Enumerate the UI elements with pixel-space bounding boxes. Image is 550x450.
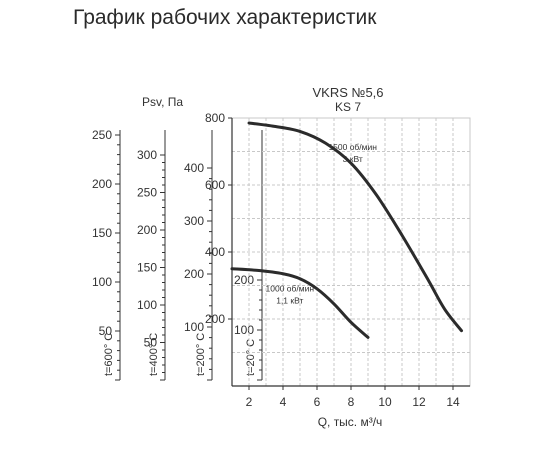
pressure-scale-label: t=600° C — [103, 333, 115, 376]
pressure-scale-tick-label: 300 — [184, 214, 204, 228]
pressure-scale-tick-label: 100 — [137, 298, 157, 312]
series-label-1: 1500 об/мин — [328, 142, 377, 152]
pressure-scale-tick-label: 200 — [92, 177, 112, 191]
y-tick-label: 200 — [205, 312, 225, 326]
pressure-scale-tick-label: 100 — [92, 275, 112, 289]
pressure-scale-tick-label: 200 — [234, 273, 254, 287]
x-tick-label: 4 — [280, 395, 287, 409]
pressure-scale-tick-label: 50 — [99, 324, 113, 338]
pressure-scale-label: t=200° C — [195, 333, 207, 376]
series-label-1: 3 кВт — [343, 154, 363, 164]
pressure-scale-tick-label: 100 — [184, 320, 204, 334]
pressure-scale-tick-label: 150 — [92, 226, 112, 240]
pressure-scale-tick-label: 400 — [184, 161, 204, 175]
pressure-scale-label: t=400° C — [148, 333, 160, 376]
pressure-scale-tick-label: 200 — [137, 223, 157, 237]
series-line-1 — [247, 121, 463, 333]
curves: 1500 об/мин 3 кВт 1000 об/мин 1,1 кВт — [230, 121, 463, 339]
series-label-2: 1,1 кВт — [276, 296, 303, 306]
pressure-scale-tick-label: 50 — [144, 336, 158, 350]
x-tick-label: 12 — [412, 395, 426, 409]
y-tick-label: 800 — [205, 111, 225, 125]
ticks: 2 4 6 8 10 12 14 200 400 600 800 — [205, 111, 460, 409]
pressure-scale-tick-label: 150 — [137, 261, 157, 275]
x-tick-label: 8 — [348, 395, 355, 409]
x-tick-label: 10 — [378, 395, 392, 409]
page-title: График рабочих характеристик — [73, 6, 377, 29]
series-label-2: 1000 об/мин — [266, 284, 315, 294]
pressure-scale-tick-label: 300 — [137, 148, 157, 162]
x-tick-label: 6 — [314, 395, 321, 409]
pressure-scale-tick-label: 200 — [184, 267, 204, 281]
x-tick-label: 2 — [246, 395, 253, 409]
pressure-scale-tick-label: 100 — [234, 323, 254, 337]
chart-subtitle: KS 7 — [335, 100, 361, 114]
y-tick-label: 600 — [205, 178, 225, 192]
x-axis-label: Q, тыс. м³/ч — [318, 415, 383, 429]
pressure-scale-tick-label: 250 — [137, 186, 157, 200]
x-tick-label: 14 — [446, 395, 460, 409]
pressure-scale-tick-label: 250 — [92, 128, 112, 142]
chart-title: VKRS №5,6 — [312, 85, 383, 100]
y-tick-label: 400 — [205, 245, 225, 259]
series-line-2 — [230, 267, 370, 339]
pressure-axis-title: Psv, Па — [142, 95, 183, 109]
pressure-scale-label: t=20° C — [245, 339, 257, 376]
